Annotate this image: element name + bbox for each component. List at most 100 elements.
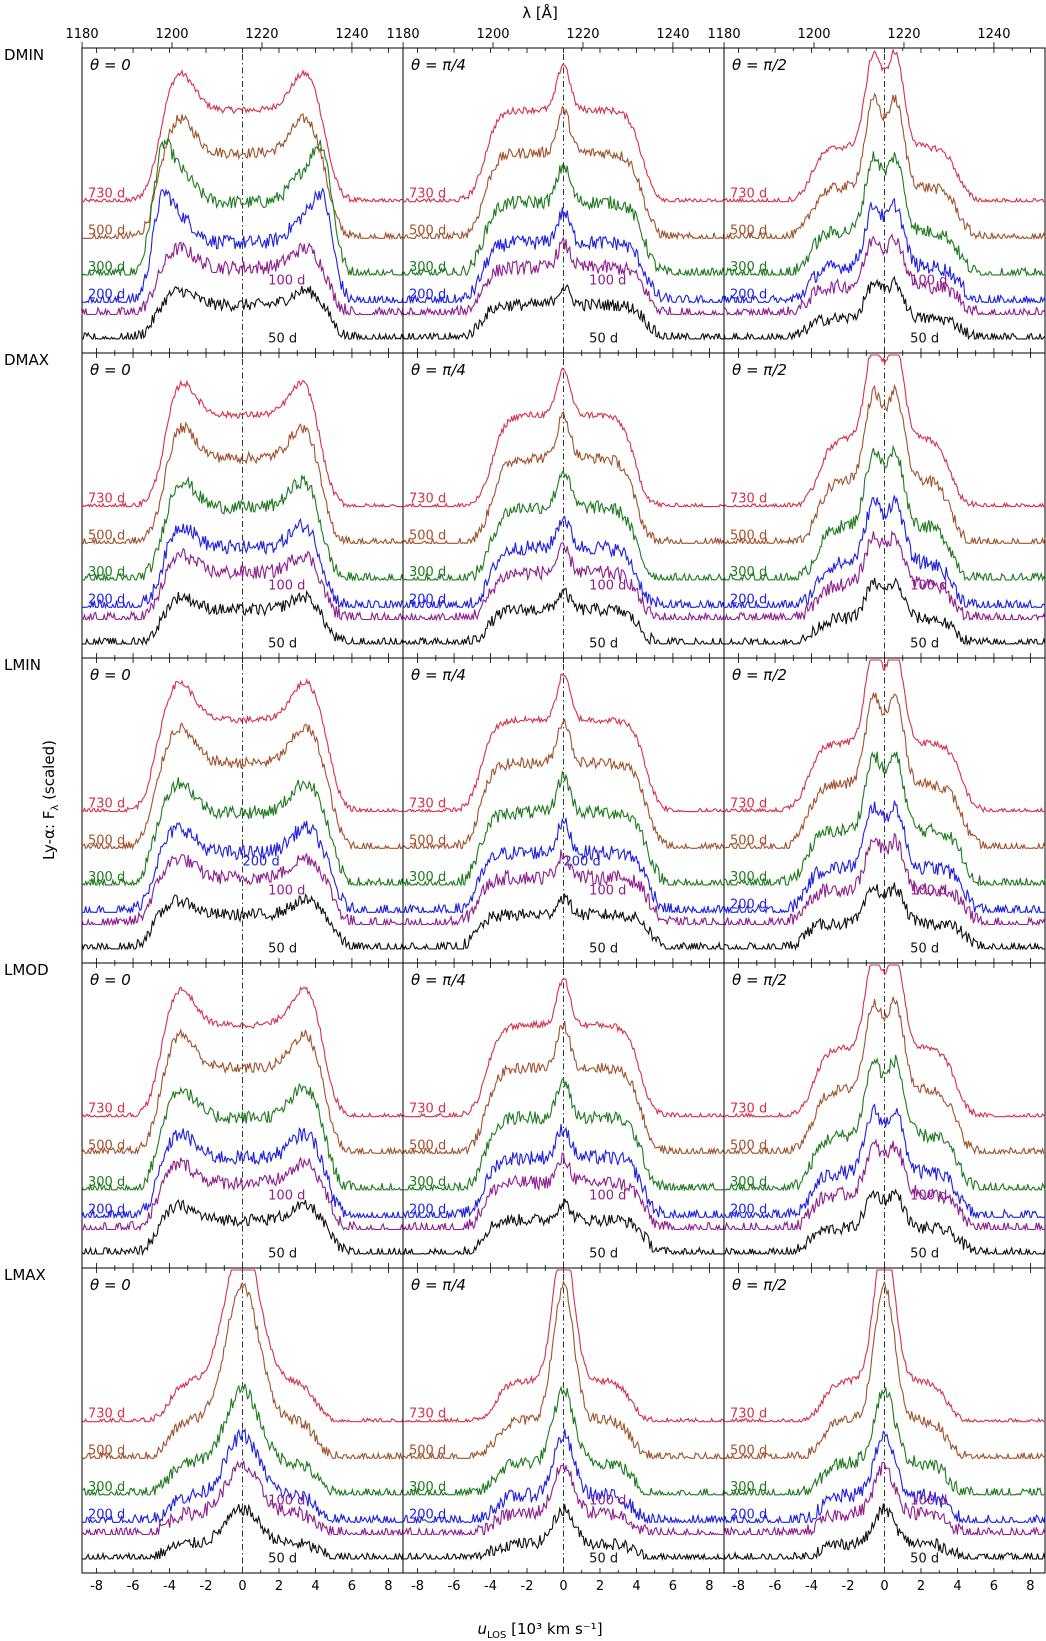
- spectrum-50d: [82, 589, 404, 646]
- spectrum-50d: [82, 285, 404, 342]
- epoch-label: 500 d: [409, 833, 446, 848]
- epoch-label: 730 d: [730, 1102, 767, 1117]
- bottom-tick-label: -4: [163, 1579, 176, 1594]
- epoch-label: 300 d: [88, 260, 125, 275]
- bottom-tick-label: -2: [521, 1579, 534, 1594]
- spectrum-50d: [723, 882, 1045, 951]
- spectrum-50d: [723, 275, 1046, 341]
- panel-lmax-1: θ = π/4 730 d 500 d 300 d 200 d 100 d 50 d: [402, 1267, 725, 1574]
- epoch-label: 730 d: [409, 187, 446, 202]
- top-tick-label: 1240: [335, 27, 368, 42]
- spectrum-730d: [402, 64, 725, 204]
- epoch-label: 500 d: [409, 1138, 446, 1153]
- epoch-label: 200 d: [730, 897, 767, 912]
- bottom-tick-label: 8: [1026, 1579, 1034, 1594]
- epoch-label: 500 d: [730, 1443, 767, 1458]
- epoch-label: 730 d: [88, 187, 125, 202]
- epoch-label: 50 d: [589, 1246, 618, 1261]
- y-axis-label-sub: λ: [50, 805, 61, 811]
- epoch-label: 730 d: [730, 797, 767, 812]
- spectrum-500d: [402, 1279, 724, 1461]
- spectrum-50d: [82, 1503, 404, 1561]
- epoch-label: 730 d: [88, 492, 125, 507]
- spectrum-200d: [723, 197, 1046, 305]
- epoch-label: 300 d: [88, 565, 125, 580]
- spectrum-300d: [403, 471, 725, 582]
- spectrum-500d: [724, 996, 1045, 1156]
- spectrum-500d: [81, 1028, 403, 1156]
- y-axis-label-main: Ly-α: F: [40, 811, 58, 860]
- epoch-label: 50 d: [910, 636, 939, 651]
- epoch-label: 100 d: [589, 1188, 626, 1203]
- epoch-label: 300 d: [730, 565, 767, 580]
- spectrum-730d: [402, 978, 725, 1119]
- spectrum-300d: [402, 769, 724, 887]
- spectrum-200d: [82, 1428, 404, 1525]
- epoch-label: 730 d: [88, 797, 125, 812]
- top-tick-label: 1240: [656, 27, 689, 42]
- spectrum-100d: [82, 547, 404, 622]
- spectrum-500d: [402, 718, 725, 851]
- epoch-label: 300 d: [409, 870, 446, 885]
- spectrum-200d: [82, 187, 404, 305]
- spectrum-100d: [402, 1464, 725, 1537]
- epoch-label: 500 d: [730, 1138, 767, 1153]
- model-label: DMIN: [4, 46, 44, 64]
- epoch-label: 100 d: [268, 883, 305, 898]
- angle-label: θ = π/4: [411, 1276, 466, 1294]
- epoch-label: 200 d: [409, 1202, 446, 1217]
- epoch-label: 300 d: [730, 1480, 767, 1495]
- bottom-tick-label: -6: [127, 1579, 140, 1594]
- epoch-label: 50 d: [589, 1551, 618, 1566]
- top-tick-label: 1200: [797, 27, 830, 42]
- epoch-label: 50 d: [910, 1551, 939, 1566]
- epoch-label: 500 d: [409, 1443, 446, 1458]
- y-axis-label-unit: (scaled): [40, 740, 58, 805]
- spectrum-100d: [724, 530, 1046, 622]
- epoch-label: 100 d: [589, 1493, 626, 1508]
- epoch-label: 500 d: [88, 223, 125, 238]
- panel-lmod-1: θ = π/4 730 d 500 d 300 d 200 d 100 d 50 d: [402, 962, 725, 1269]
- panel-dmax-1: θ = π/4 730 d 500 d 300 d 200 d 100 d 50 d: [402, 352, 725, 659]
- epoch-label: 100 d: [268, 1188, 305, 1203]
- epoch-label: 50 d: [268, 941, 297, 956]
- angle-label: θ = π/2: [732, 1276, 787, 1294]
- bottom-tick-label: 2: [596, 1579, 604, 1594]
- epoch-label: 100 d: [910, 578, 947, 593]
- epoch-label: 50 d: [589, 331, 618, 346]
- epoch-label: 300 d: [409, 1175, 446, 1190]
- bottom-tick-label: 6: [348, 1579, 356, 1594]
- spectrum-500d: [724, 92, 1046, 241]
- top-tick-label: 1200: [476, 27, 509, 42]
- spectrum-500d: [723, 692, 1046, 851]
- angle-label: θ = π/2: [732, 666, 787, 684]
- epoch-label: 730 d: [409, 1407, 446, 1422]
- panel-lmod-0: θ = 0 LMOD 730 d 500 d 300 d 200 d 100 d 50 d: [4, 961, 404, 1269]
- spectrum-200d: [723, 1103, 1045, 1220]
- spectrum-300d: [724, 1054, 1046, 1192]
- spectrum-100d: [723, 832, 1046, 927]
- epoch-label: 50 d: [268, 1551, 297, 1566]
- spectrum-730d: [82, 677, 404, 813]
- bottom-tick-label: 4: [311, 1579, 319, 1594]
- spectrum-500d: [403, 105, 725, 241]
- spectrum-200d: [402, 1124, 724, 1220]
- epoch-label: 300 d: [730, 1175, 767, 1190]
- spectrum-100d: [402, 237, 725, 317]
- spectrum-50d: [723, 1503, 1046, 1562]
- epoch-label: 730 d: [730, 492, 767, 507]
- bottom-axis-label: uLOS [10³ km s⁻¹]: [477, 1620, 602, 1641]
- spectrum-200d: [82, 518, 404, 610]
- bottom-tick-label: 4: [953, 1579, 961, 1594]
- spectrum-200d: [402, 1429, 725, 1525]
- spectrum-300d: [81, 137, 404, 277]
- bottom-tick-label: 4: [632, 1579, 640, 1594]
- bottom-tick-label: 0: [559, 1579, 567, 1594]
- bottom-tick-label: 0: [880, 1579, 888, 1594]
- spectrum-100d: [402, 1152, 725, 1232]
- spectrum-100d: [81, 1157, 404, 1232]
- spectrum-500d: [82, 113, 404, 241]
- top-tick-label: 1220: [245, 27, 278, 42]
- epoch-label: 300 d: [88, 1480, 125, 1495]
